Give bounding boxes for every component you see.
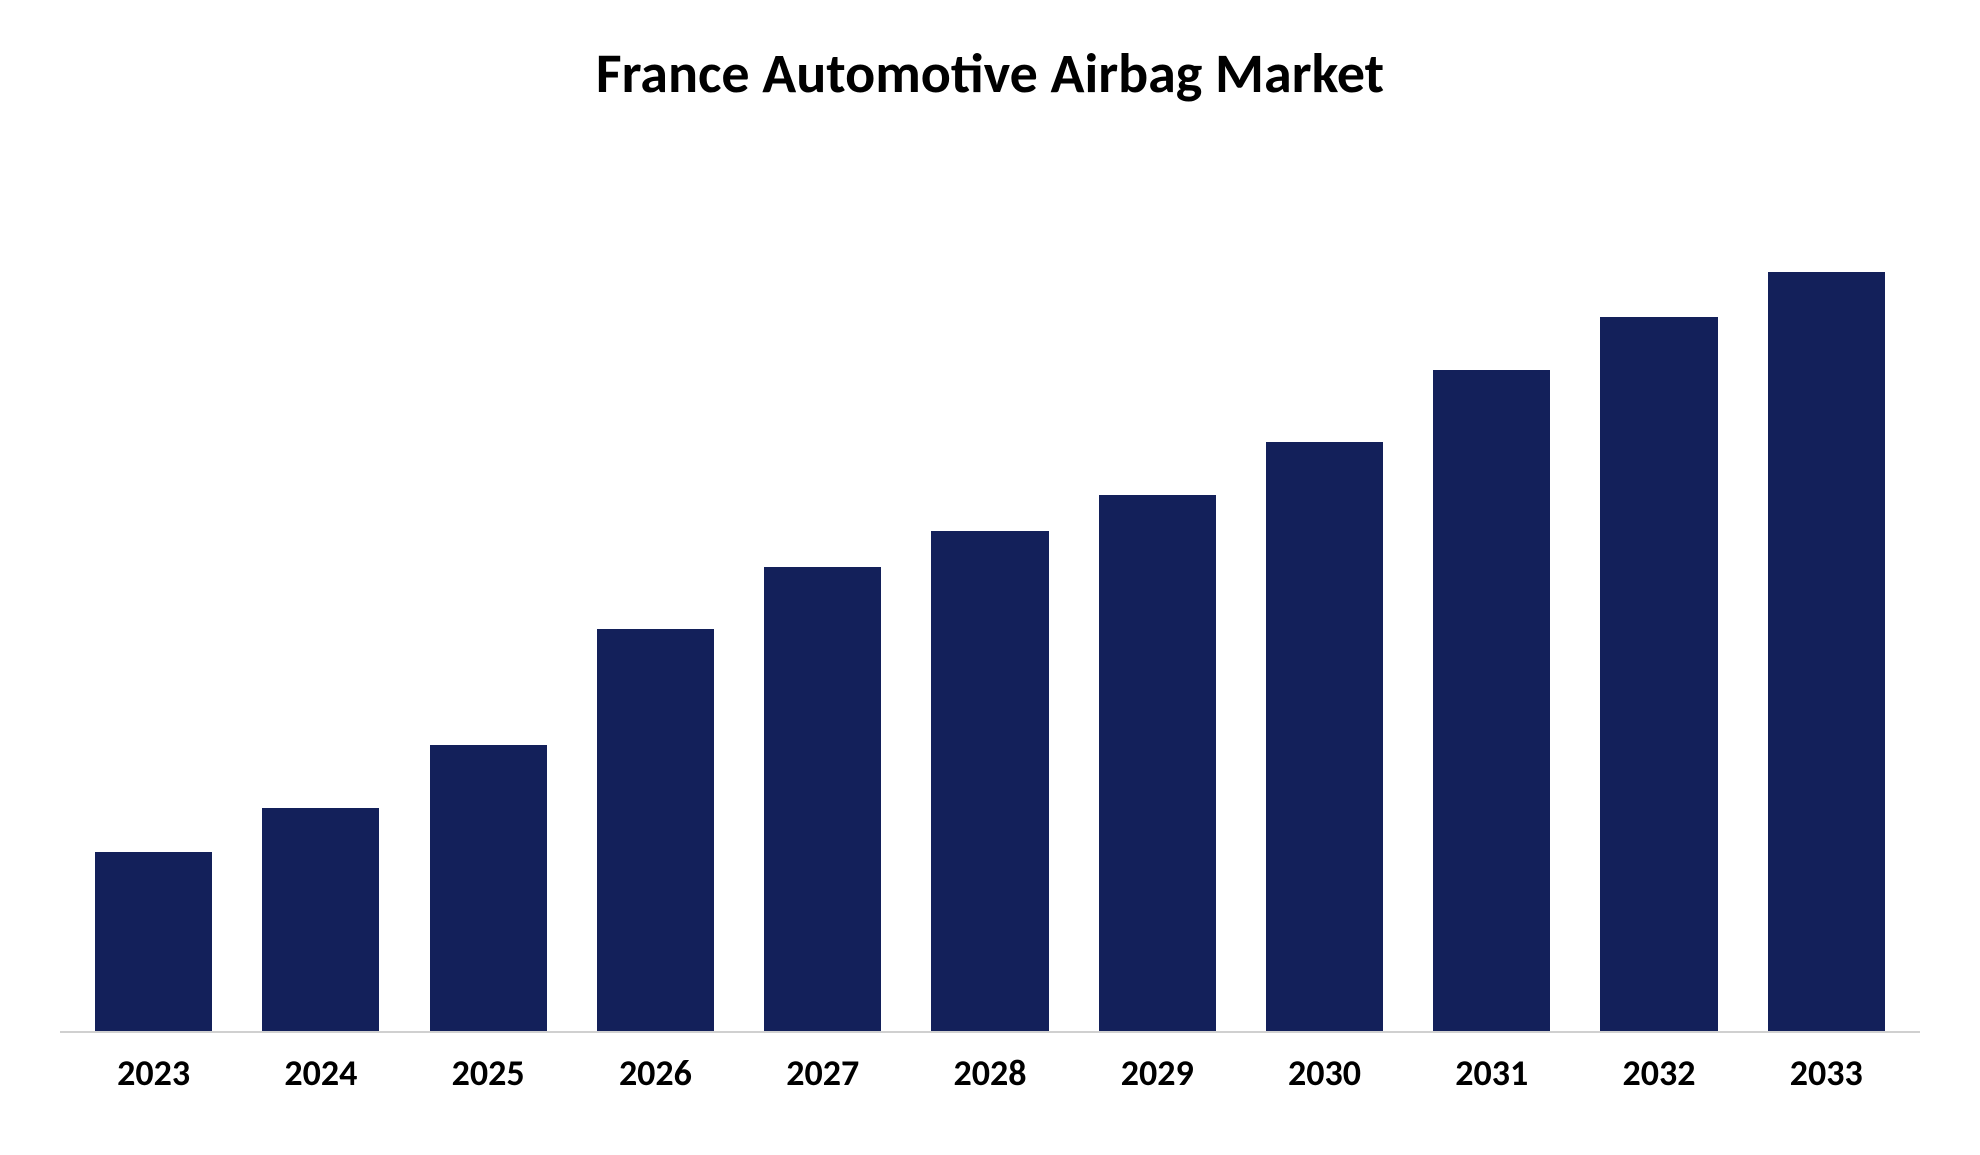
bar-slot bbox=[572, 138, 739, 1031]
x-label: 2026 bbox=[572, 1051, 739, 1095]
bar-slot bbox=[70, 138, 237, 1031]
bar-2030 bbox=[1266, 442, 1383, 1031]
bar-2033 bbox=[1768, 272, 1885, 1031]
bar-slot bbox=[1408, 138, 1575, 1031]
x-label: 2031 bbox=[1408, 1051, 1575, 1095]
bar-slot bbox=[237, 138, 404, 1031]
x-axis-labels: 2023 2024 2025 2026 2027 2028 2029 2030 … bbox=[60, 1033, 1920, 1095]
bar-2027 bbox=[764, 567, 881, 1031]
bar-2031 bbox=[1433, 370, 1550, 1031]
bar-slot bbox=[1074, 138, 1241, 1031]
bars-region bbox=[60, 138, 1920, 1033]
x-label: 2028 bbox=[906, 1051, 1073, 1095]
x-label: 2025 bbox=[405, 1051, 572, 1095]
bar-2023 bbox=[95, 852, 212, 1031]
bar-chart: France Automotive Airbag Market 2023 202… bbox=[0, 0, 1980, 1155]
bar-2025 bbox=[430, 745, 547, 1031]
x-label: 2030 bbox=[1241, 1051, 1408, 1095]
chart-title: France Automotive Airbag Market bbox=[60, 40, 1920, 108]
plot-area: 2023 2024 2025 2026 2027 2028 2029 2030 … bbox=[60, 138, 1920, 1095]
x-label: 2024 bbox=[237, 1051, 404, 1095]
bar-2026 bbox=[597, 629, 714, 1031]
x-label: 2033 bbox=[1743, 1051, 1910, 1095]
x-label: 2029 bbox=[1074, 1051, 1241, 1095]
bar-2032 bbox=[1600, 317, 1717, 1031]
x-label: 2027 bbox=[739, 1051, 906, 1095]
bar-slot bbox=[739, 138, 906, 1031]
bar-slot bbox=[405, 138, 572, 1031]
bar-2024 bbox=[262, 808, 379, 1031]
bar-slot bbox=[1743, 138, 1910, 1031]
bar-slot bbox=[1575, 138, 1742, 1031]
x-label: 2023 bbox=[70, 1051, 237, 1095]
bar-2029 bbox=[1099, 495, 1216, 1031]
bar-2028 bbox=[931, 531, 1048, 1031]
bar-slot bbox=[906, 138, 1073, 1031]
bar-slot bbox=[1241, 138, 1408, 1031]
x-label: 2032 bbox=[1575, 1051, 1742, 1095]
